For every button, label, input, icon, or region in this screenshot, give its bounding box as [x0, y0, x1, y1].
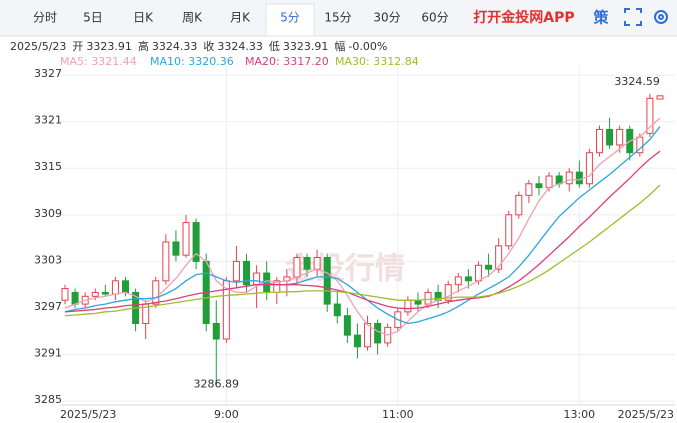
candle-body: [303, 257, 311, 270]
info-value: -0.00%: [348, 40, 387, 53]
info-label: 收: [203, 39, 214, 53]
candle-body: [243, 260, 251, 286]
tab[interactable]: 15分: [324, 11, 351, 25]
candle-body: [444, 284, 452, 301]
candle-body: [565, 171, 573, 185]
candle-body: [162, 241, 170, 282]
candle-body: [122, 280, 130, 293]
tab[interactable]: 周K: [182, 11, 203, 25]
ma-line: [64, 117, 661, 336]
y-tick-label: 3303: [34, 253, 62, 266]
y-tick-label: 3315: [34, 160, 62, 173]
info-label: 幅: [334, 40, 345, 53]
info-value: 3323.91: [86, 40, 132, 53]
info-value: 3324.33: [217, 40, 263, 53]
candle-body: [353, 334, 361, 348]
tab[interactable]: 分时: [33, 11, 57, 25]
candle-body: [404, 299, 412, 313]
candle-body: [525, 183, 533, 196]
candle-body: [192, 222, 200, 262]
candle-body: [343, 315, 351, 336]
promo-link[interactable]: 打开金投网APP: [473, 9, 574, 26]
ma-line: [64, 126, 661, 325]
legend-entry: MA5: 3321.44: [60, 55, 137, 68]
candle-body: [474, 264, 482, 282]
candle-body: [454, 276, 462, 286]
candle-body: [152, 280, 160, 305]
ma-line: [64, 184, 661, 317]
info-label: 高: [138, 39, 149, 53]
legend-entry: MA30: 3312.84: [335, 55, 419, 68]
candle-body: [535, 183, 543, 189]
candle-body: [464, 276, 472, 282]
settings-icon[interactable]: [654, 10, 668, 24]
candle-body: [91, 291, 99, 297]
strategy-button[interactable]: 策: [592, 9, 609, 27]
y-tick-label: 3297: [34, 300, 62, 313]
candle-body: [101, 291, 109, 295]
candle-body: [232, 260, 240, 282]
candle-body: [374, 322, 382, 344]
candle-body: [595, 128, 603, 154]
x-tick-label: 2025/5/23: [60, 408, 116, 421]
legend-entry: MA20: 3317.20: [245, 55, 329, 68]
tab[interactable]: 5日: [83, 11, 103, 25]
candle-body: [253, 272, 261, 286]
y-tick-label: 3285: [34, 393, 62, 406]
candle-body: [323, 257, 331, 305]
candle-body: [495, 245, 503, 270]
tab[interactable]: 60分: [421, 11, 448, 25]
candle-body: [424, 291, 432, 305]
candle-body: [656, 95, 664, 100]
tab[interactable]: 30分: [373, 11, 400, 25]
low-label: 3286.89: [194, 377, 240, 390]
ma-line: [64, 150, 661, 313]
y-tick-label: 3291: [34, 347, 62, 360]
x-tick-label: 13:00: [563, 408, 595, 421]
candle-body: [485, 264, 493, 270]
candle-body: [172, 241, 180, 256]
info-date: 2025/5/23: [10, 40, 66, 53]
y-tick-label: 3327: [34, 67, 62, 80]
info-value: 3324.33: [152, 40, 198, 53]
candle-body: [545, 175, 553, 189]
candle-body: [71, 291, 79, 305]
candle-body: [212, 322, 220, 340]
candle-body: [616, 128, 624, 146]
fullscreen-icon[interactable]: [624, 8, 642, 26]
candle-body: [313, 257, 321, 270]
candle-body: [585, 152, 593, 185]
x-tick-label: 2025/5/23: [618, 408, 674, 421]
candle-body: [182, 222, 190, 256]
x-tick-label: 9:00: [214, 408, 239, 421]
candle-body: [333, 303, 341, 317]
x-tick-label: 11:00: [382, 408, 414, 421]
tab[interactable]: 5分: [280, 11, 300, 25]
tab[interactable]: 月K: [230, 11, 251, 25]
candle-body: [646, 97, 654, 134]
tab[interactable]: 日K: [133, 11, 154, 25]
candle-body: [364, 322, 372, 348]
high-label: 3324.59: [614, 75, 660, 88]
candle-body: [606, 128, 614, 146]
info-label: 开: [72, 40, 83, 53]
legend-entry: MA10: 3320.36: [150, 55, 234, 68]
info-label: 低: [269, 40, 280, 53]
candle-body: [515, 194, 523, 216]
active-tab-bg: [265, 3, 315, 37]
candle-body: [575, 171, 583, 185]
tab-bar: [0, 0, 677, 36]
candle-body: [293, 257, 301, 278]
candle-body: [505, 214, 513, 247]
y-tick-label: 3321: [34, 114, 62, 127]
y-tick-label: 3309: [34, 207, 62, 220]
info-value: 3323.91: [283, 40, 329, 53]
candle-body: [111, 280, 119, 295]
candle-body: [61, 288, 69, 301]
